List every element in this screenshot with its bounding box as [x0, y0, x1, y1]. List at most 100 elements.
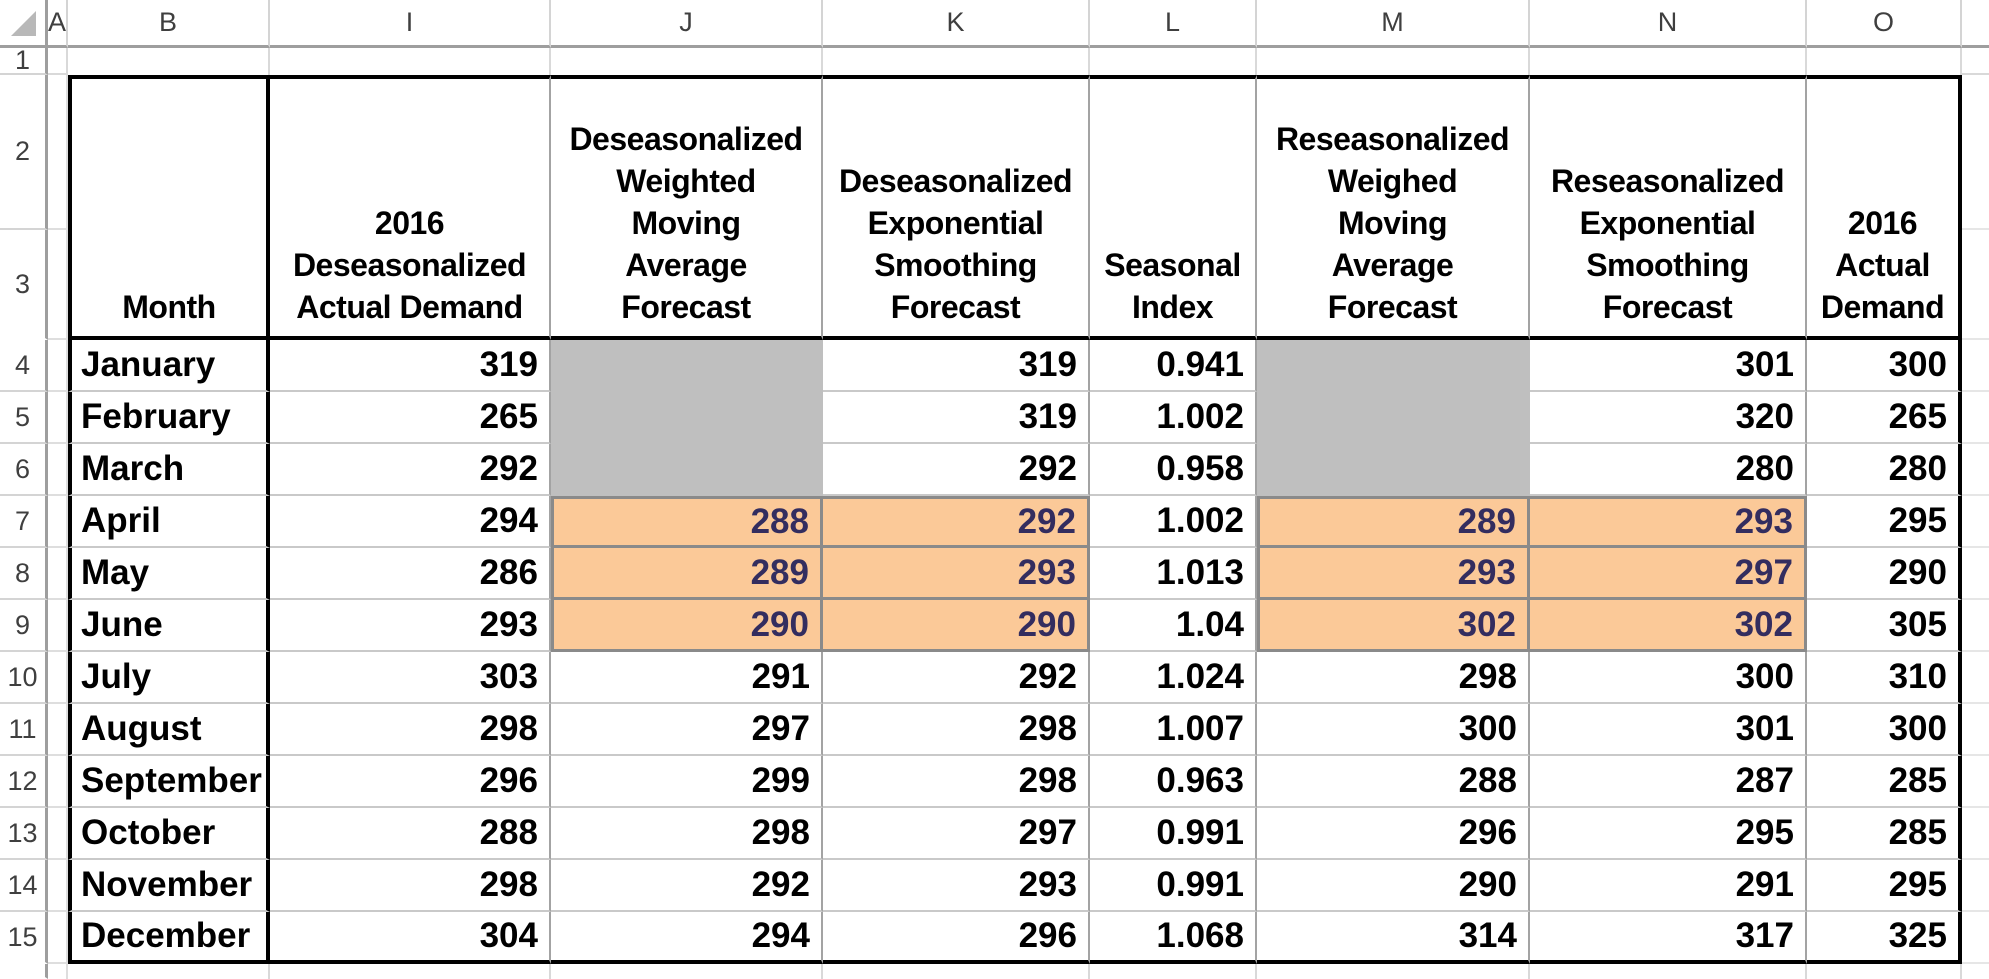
cell-A10[interactable]: [48, 652, 68, 704]
cell-J8[interactable]: 289: [551, 548, 823, 600]
cell-B11[interactable]: August: [68, 704, 270, 756]
cell-J14[interactable]: 292: [551, 860, 823, 912]
cell-L5[interactable]: 1.002: [1090, 392, 1257, 444]
cell-K6[interactable]: 292: [823, 444, 1090, 496]
row-header-8[interactable]: 8: [0, 548, 48, 600]
row-header-11[interactable]: 11: [0, 704, 48, 756]
cell-N14[interactable]: 291: [1530, 860, 1807, 912]
cell-B12[interactable]: September: [68, 756, 270, 808]
header-cell-deseason-exp-forecast[interactable]: Deseasonalized Exponential Smoothing For…: [823, 75, 1090, 340]
cell-L1[interactable]: [1090, 48, 1257, 75]
cell-L7[interactable]: 1.002: [1090, 496, 1257, 548]
cell-O11[interactable]: 300: [1807, 704, 1962, 756]
cell-B4[interactable]: January: [68, 340, 270, 392]
cell-N9[interactable]: 302: [1530, 600, 1807, 652]
cell-I5[interactable]: 265: [270, 392, 551, 444]
cell-I6[interactable]: 292: [270, 444, 551, 496]
cell-K4[interactable]: 319: [823, 340, 1090, 392]
column-header-L[interactable]: L: [1090, 0, 1257, 48]
header-cell-reseason-wma-forecast[interactable]: Reseasonalized Weighed Moving Average Fo…: [1257, 75, 1530, 340]
cell-I14[interactable]: 298: [270, 860, 551, 912]
header-cell-deseason-wma-forecast[interactable]: Deseasonalized Weighted Moving Average F…: [551, 75, 823, 340]
column-header-K[interactable]: K: [823, 0, 1090, 48]
cell-J6[interactable]: [551, 444, 823, 496]
cell-I8[interactable]: 286: [270, 548, 551, 600]
cell-A5[interactable]: [48, 392, 68, 444]
cell-J1[interactable]: [551, 48, 823, 75]
row-header-9[interactable]: 9: [0, 600, 48, 652]
cell-B7[interactable]: April: [68, 496, 270, 548]
cell-N12[interactable]: 287: [1530, 756, 1807, 808]
cell-L9[interactable]: 1.04: [1090, 600, 1257, 652]
row-header-2[interactable]: 2: [0, 75, 48, 230]
cell-B15[interactable]: December: [68, 912, 270, 964]
cell-N13[interactable]: 295: [1530, 808, 1807, 860]
cell-M5[interactable]: [1257, 392, 1530, 444]
cell-M8[interactable]: 293: [1257, 548, 1530, 600]
cell-M15[interactable]: 314: [1257, 912, 1530, 964]
row-header-7[interactable]: 7: [0, 496, 48, 548]
cell-M4[interactable]: [1257, 340, 1530, 392]
cell-N4[interactable]: 301: [1530, 340, 1807, 392]
cell-L14[interactable]: 0.991: [1090, 860, 1257, 912]
cell-L6[interactable]: 0.958: [1090, 444, 1257, 496]
cell-O4[interactable]: 300: [1807, 340, 1962, 392]
cell-I11[interactable]: 298: [270, 704, 551, 756]
cell-N10[interactable]: 300: [1530, 652, 1807, 704]
cell-O14[interactable]: 295: [1807, 860, 1962, 912]
cell-B5[interactable]: February: [68, 392, 270, 444]
cell-I4[interactable]: 319: [270, 340, 551, 392]
cell-N7[interactable]: 293: [1530, 496, 1807, 548]
row-header-5[interactable]: 5: [0, 392, 48, 444]
cell-A14[interactable]: [48, 860, 68, 912]
cell-B1[interactable]: [68, 48, 270, 75]
cell-O6[interactable]: 280: [1807, 444, 1962, 496]
cell-B10[interactable]: July: [68, 652, 270, 704]
cell-J4[interactable]: [551, 340, 823, 392]
row-header-13[interactable]: 13: [0, 808, 48, 860]
cell-M12[interactable]: 288: [1257, 756, 1530, 808]
cell-N8[interactable]: 297: [1530, 548, 1807, 600]
cell-O15[interactable]: 325: [1807, 912, 1962, 964]
cell-L13[interactable]: 0.991: [1090, 808, 1257, 860]
cell-M7[interactable]: 289: [1257, 496, 1530, 548]
header-cell-deseasonalized-actual[interactable]: 2016 Deseasonalized Actual Demand: [270, 75, 551, 340]
cell-K13[interactable]: 297: [823, 808, 1090, 860]
cell-B13[interactable]: October: [68, 808, 270, 860]
cell-A9[interactable]: [48, 600, 68, 652]
cell-B14[interactable]: November: [68, 860, 270, 912]
cell-K9[interactable]: 290: [823, 600, 1090, 652]
cell-J12[interactable]: 299: [551, 756, 823, 808]
cell-J11[interactable]: 297: [551, 704, 823, 756]
cell-A2[interactable]: [48, 75, 68, 230]
cell-A4[interactable]: [48, 340, 68, 392]
cell-M14[interactable]: 290: [1257, 860, 1530, 912]
cell-K12[interactable]: 298: [823, 756, 1090, 808]
header-cell-actual-demand[interactable]: 2016 Actual Demand: [1807, 75, 1962, 340]
cell-I7[interactable]: 294: [270, 496, 551, 548]
cell-N1[interactable]: [1530, 48, 1807, 75]
cell-A6[interactable]: [48, 444, 68, 496]
row-header-6[interactable]: 6: [0, 444, 48, 496]
header-cell-month[interactable]: Month: [68, 75, 270, 340]
cell-M13[interactable]: 296: [1257, 808, 1530, 860]
cell-M6[interactable]: [1257, 444, 1530, 496]
row-header-10[interactable]: 10: [0, 652, 48, 704]
select-all-button[interactable]: [0, 0, 48, 48]
cell-I1[interactable]: [270, 48, 551, 75]
column-header-A[interactable]: A: [48, 0, 68, 48]
cell-J7[interactable]: 288: [551, 496, 823, 548]
header-cell-reseason-exp-forecast[interactable]: Reseasonalized Exponential Smoothing For…: [1530, 75, 1807, 340]
cell-K5[interactable]: 319: [823, 392, 1090, 444]
cell-J15[interactable]: 294: [551, 912, 823, 964]
row-header-14[interactable]: 14: [0, 860, 48, 912]
column-header-B[interactable]: B: [68, 0, 270, 48]
cell-J9[interactable]: 290: [551, 600, 823, 652]
cell-I10[interactable]: 303: [270, 652, 551, 704]
cell-O7[interactable]: 295: [1807, 496, 1962, 548]
header-cell-seasonal-index[interactable]: Seasonal Index: [1090, 75, 1257, 340]
cell-K1[interactable]: [823, 48, 1090, 75]
cell-B8[interactable]: May: [68, 548, 270, 600]
cell-I9[interactable]: 293: [270, 600, 551, 652]
cell-M10[interactable]: 298: [1257, 652, 1530, 704]
